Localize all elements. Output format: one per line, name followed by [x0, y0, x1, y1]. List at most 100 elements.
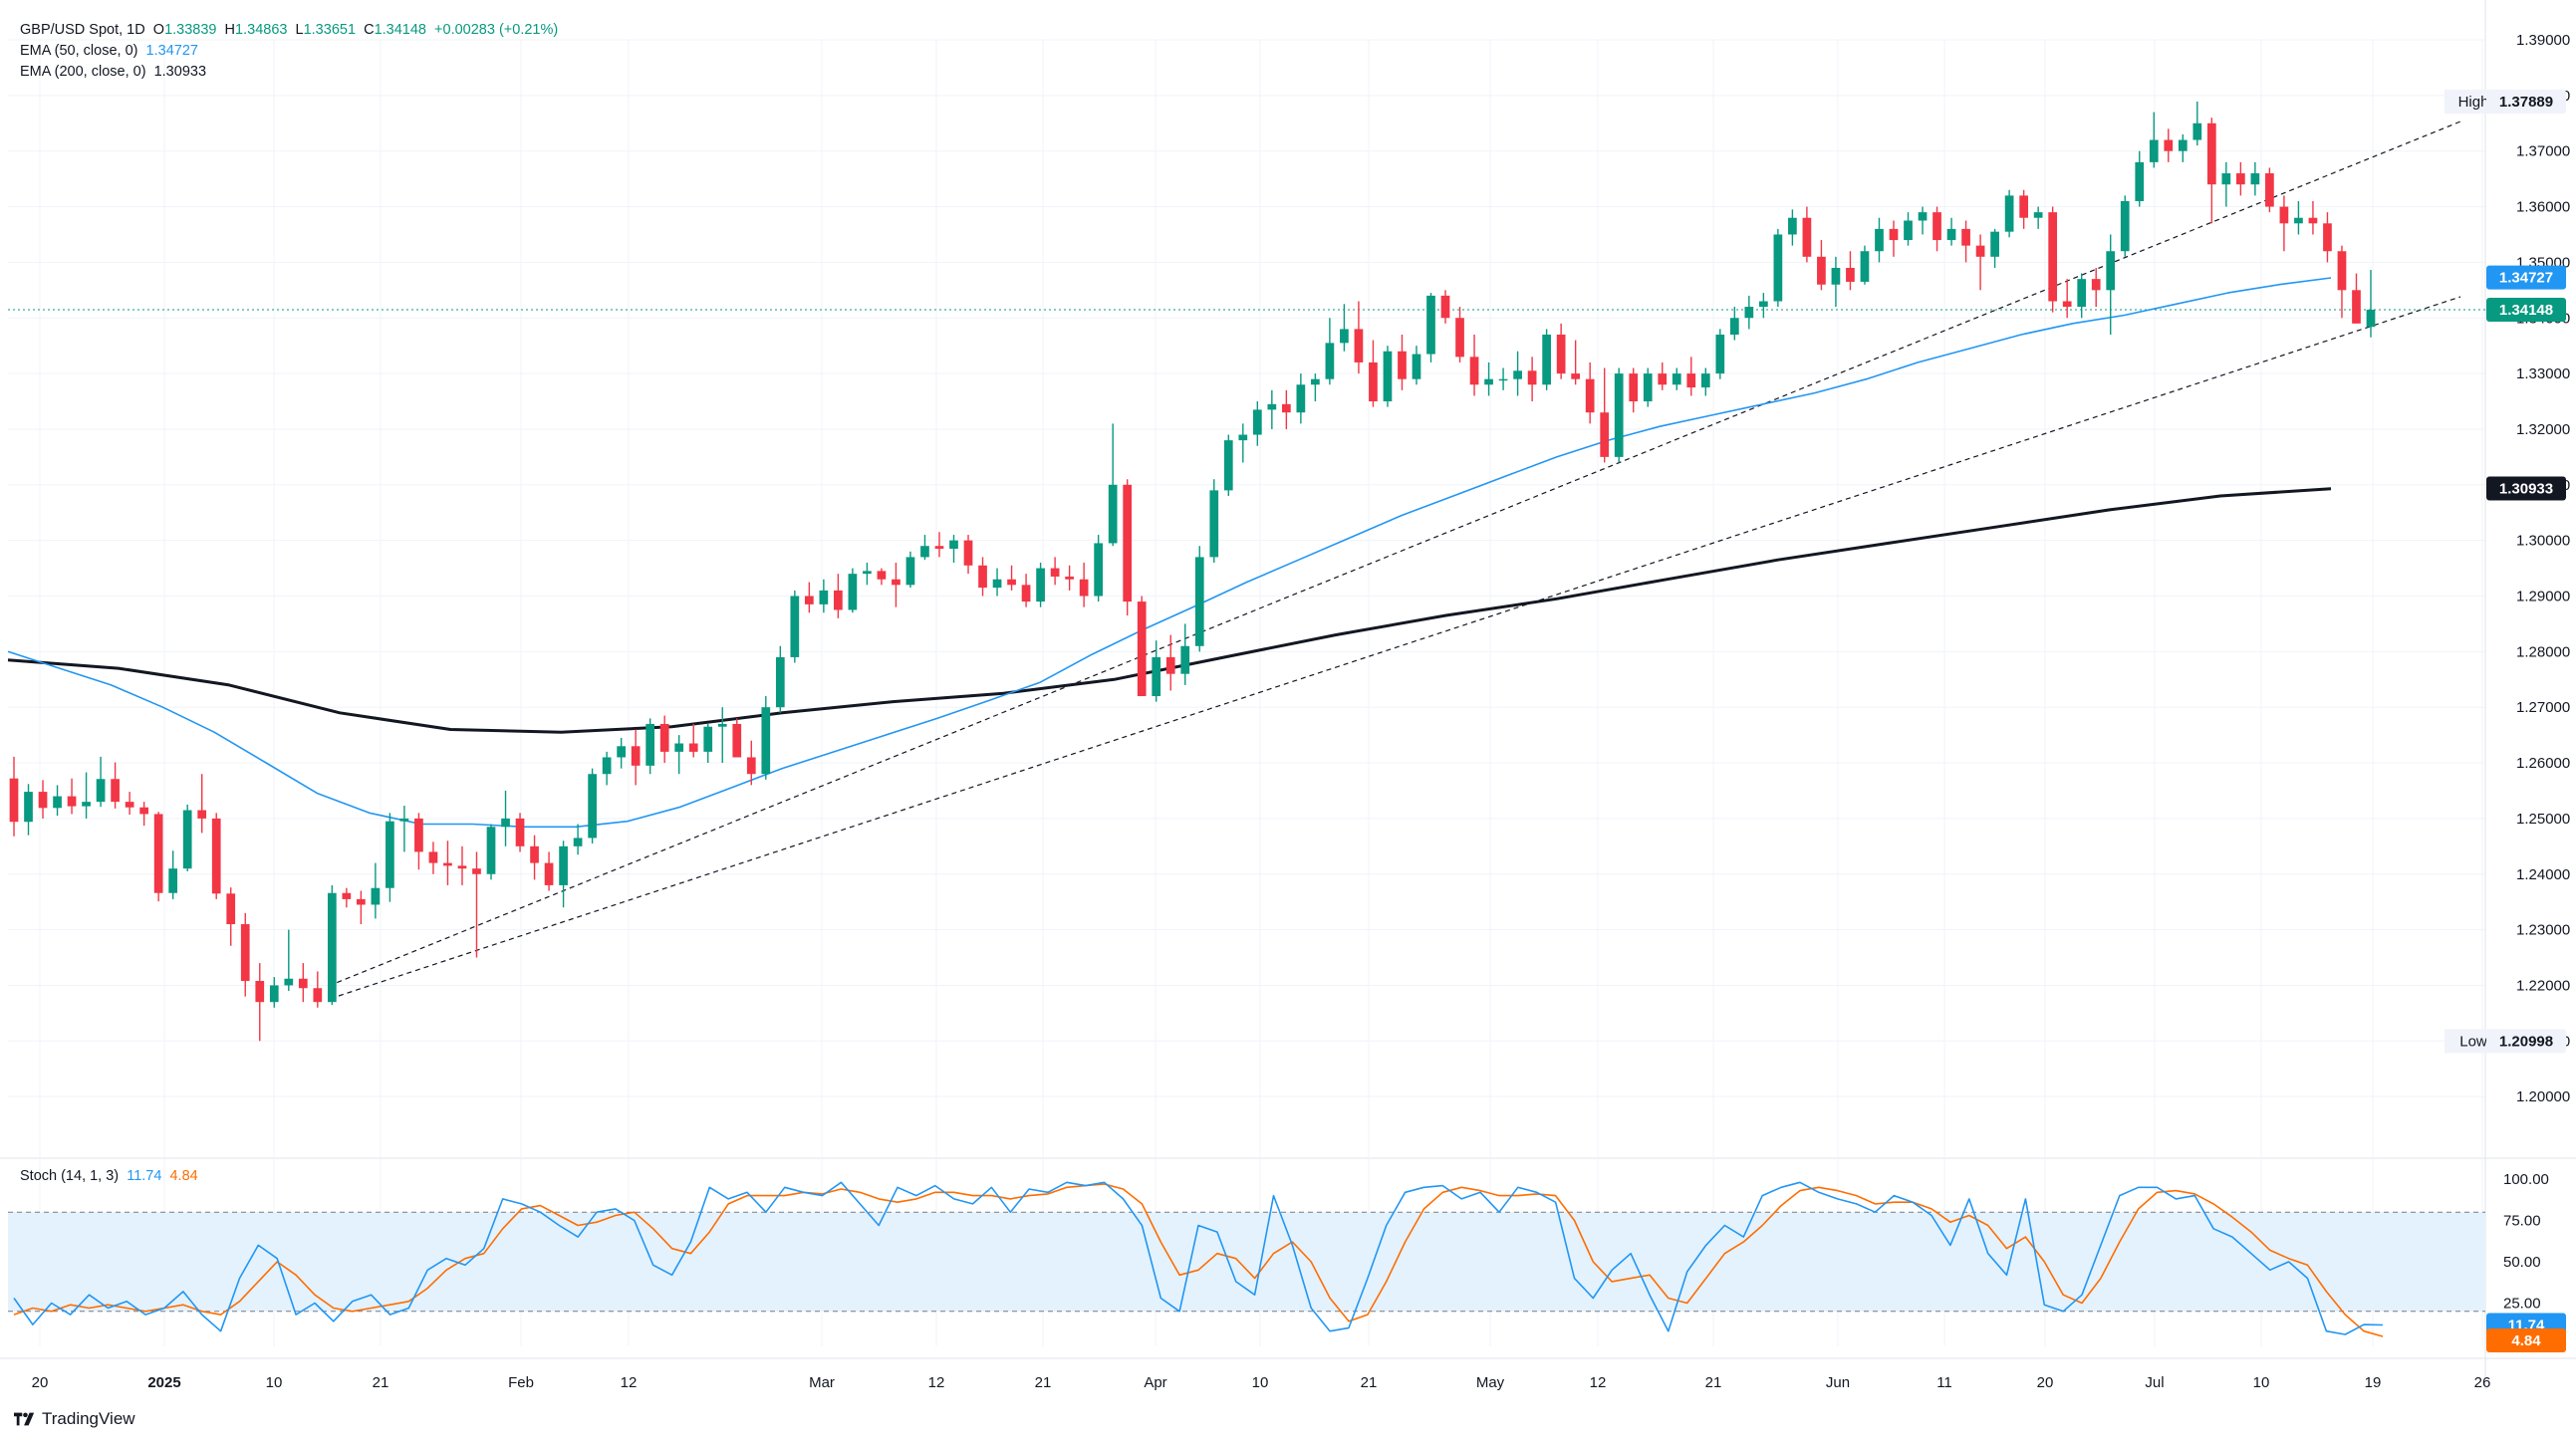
candle — [1860, 245, 1870, 285]
candle — [1325, 318, 1335, 385]
high-badge-bg — [2486, 90, 2566, 115]
candle-body — [1180, 645, 1190, 674]
candle-body — [153, 814, 163, 893]
candle-body — [978, 565, 987, 589]
candle — [1412, 346, 1421, 385]
candle — [82, 772, 91, 819]
candle-body — [2308, 217, 2318, 224]
candle-body — [2221, 173, 2231, 185]
candle-body — [399, 818, 409, 822]
candle — [659, 715, 669, 764]
candle — [1542, 329, 1551, 390]
candle — [934, 532, 944, 558]
candle-body — [688, 743, 698, 752]
candle-body — [1354, 329, 1364, 362]
candle-body — [96, 779, 106, 803]
time-tick-label: Jul — [2145, 1374, 2164, 1391]
candle — [1267, 389, 1277, 429]
candle-body — [804, 596, 814, 604]
candle — [1223, 434, 1233, 496]
ema50-legend[interactable]: EMA (50, close, 0) 1.34727 — [20, 43, 198, 59]
candle — [2265, 167, 2274, 213]
stoch-legend[interactable]: Stoch (14, 1, 3) 11.74 4.84 — [20, 1168, 198, 1184]
time-tick-label: 12 — [621, 1374, 638, 1391]
candle-body — [2352, 290, 2361, 324]
ema200-label: EMA (200, close, 0) — [20, 64, 146, 80]
price-tick-label: 1.20000 — [2516, 1088, 2570, 1105]
candle — [414, 813, 423, 870]
candle — [920, 535, 929, 561]
candle — [9, 756, 19, 837]
candle-body — [298, 978, 308, 989]
brand-footer[interactable]: TradingView — [14, 1409, 135, 1429]
time-tick-label: Mar — [809, 1374, 835, 1391]
candle — [1600, 367, 1610, 463]
candle-body — [82, 802, 91, 807]
candle-body — [1484, 378, 1493, 385]
candle-body — [1340, 329, 1349, 344]
time-tick-label: Apr — [1144, 1374, 1166, 1391]
candle-body — [182, 810, 192, 869]
candle — [1137, 596, 1147, 697]
candle-body — [197, 810, 207, 819]
candle-body — [1875, 228, 1884, 252]
candle-body — [2120, 200, 2130, 252]
candle — [1383, 346, 1393, 407]
candle-body — [486, 827, 496, 874]
price-axis[interactable]: 1.390001.380001.370001.360001.350001.340… — [2503, 32, 2570, 1313]
candle — [1354, 301, 1364, 374]
stoch-tick-label: 100.00 — [2503, 1171, 2549, 1188]
stoch-label: Stoch (14, 1, 3) — [20, 1168, 120, 1184]
candle — [168, 850, 178, 899]
candle-body — [963, 540, 973, 566]
candle-body — [1398, 351, 1407, 379]
candle — [1426, 293, 1435, 362]
candle — [775, 645, 785, 713]
high-badge-text: 1.37889 — [2499, 94, 2553, 111]
candle — [544, 851, 554, 891]
candle-body — [211, 818, 221, 894]
candle-body — [9, 778, 19, 823]
candle-body — [2337, 251, 2347, 291]
ema50-badge-bg — [2486, 265, 2566, 290]
candle-body — [1252, 409, 1262, 435]
ema50-value: 1.34727 — [145, 43, 198, 59]
candle — [1050, 557, 1060, 586]
candle — [443, 841, 452, 885]
candle — [2004, 189, 2014, 238]
time-tick-label: 21 — [373, 1374, 389, 1391]
candle — [2308, 200, 2318, 235]
ema200-legend[interactable]: EMA (200, close, 0) 1.30933 — [20, 64, 206, 80]
candle-body — [1759, 301, 1768, 308]
candle-body — [1223, 440, 1233, 491]
candle — [1165, 634, 1175, 691]
candle-body — [717, 723, 727, 727]
candle — [1961, 220, 1970, 263]
candle-body — [1614, 373, 1624, 457]
candle-body — [1975, 245, 1985, 257]
brand-name: TradingView — [42, 1409, 135, 1428]
candle — [1252, 401, 1262, 446]
candle — [284, 929, 294, 992]
candle — [501, 790, 510, 846]
candle — [2178, 133, 2188, 162]
time-tick-label: 20 — [2037, 1374, 2054, 1391]
low-value: 1.33651 — [303, 22, 357, 38]
candle — [1556, 323, 1566, 379]
candle-body — [414, 818, 423, 852]
candle — [1759, 293, 1768, 319]
candle-body — [1513, 370, 1522, 379]
open-label: O — [152, 22, 165, 38]
time-tick-label: Jun — [1826, 1374, 1850, 1391]
time-axis[interactable]: 20 2025 10 21 Feb 12 Mar 12 21 Apr 10 21 May 12 21 Jun 1… — [32, 1374, 2491, 1391]
candle-body — [2091, 279, 2101, 291]
candle — [1036, 562, 1045, 607]
price-tick-label: 1.23000 — [2516, 922, 2570, 939]
upper-trendline — [328, 120, 2461, 987]
candle-body — [2250, 173, 2260, 185]
open-value: 1.33839 — [164, 22, 217, 38]
ema200-value: 1.30933 — [153, 64, 207, 80]
candle — [1340, 304, 1349, 352]
ema50-line — [7, 277, 2332, 829]
